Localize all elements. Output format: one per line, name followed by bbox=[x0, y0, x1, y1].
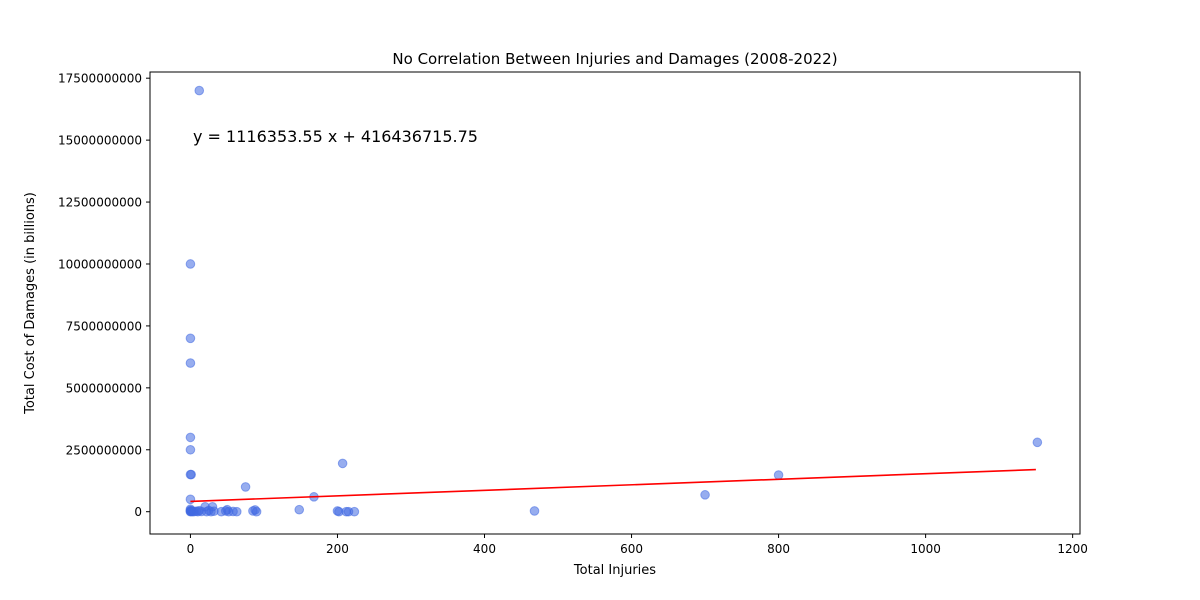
y-tick-label: 0 bbox=[134, 505, 142, 519]
x-tick-label: 1000 bbox=[910, 542, 941, 556]
data-point-46 bbox=[701, 491, 710, 500]
regression-equation: y = 1116353.55 x + 416436715.75 bbox=[193, 127, 478, 146]
data-point-45 bbox=[530, 507, 539, 516]
y-axis-label: Total Cost of Damages (in billions) bbox=[23, 192, 38, 415]
x-tick-label: 600 bbox=[620, 542, 643, 556]
data-point-48 bbox=[1033, 438, 1042, 447]
data-point-0 bbox=[195, 86, 204, 95]
x-tick-label: 400 bbox=[473, 542, 496, 556]
data-point-44 bbox=[350, 507, 359, 516]
y-axis-ticks: 0 2500000000 5000000000 7500000000 100000000… bbox=[58, 72, 150, 520]
chart-title: No Correlation Between Injuries and Dama… bbox=[392, 50, 837, 68]
regression-line bbox=[190, 470, 1035, 502]
y-tick-label: 7500000000 bbox=[66, 319, 142, 333]
y-tick-label: 12500000000 bbox=[58, 196, 142, 210]
data-point-36 bbox=[252, 507, 261, 516]
data-point-37 bbox=[295, 505, 304, 514]
data-point-1 bbox=[186, 260, 195, 269]
x-tick-label: 1200 bbox=[1057, 542, 1088, 556]
data-point-7 bbox=[187, 470, 196, 479]
data-point-33 bbox=[241, 483, 250, 492]
data-point-2 bbox=[186, 334, 195, 343]
x-tick-label: 800 bbox=[767, 542, 790, 556]
y-tick-label: 17500000000 bbox=[58, 72, 142, 86]
y-tick-label: 15000000000 bbox=[58, 134, 142, 148]
data-point-8 bbox=[186, 495, 195, 504]
y-tick-label: 5000000000 bbox=[66, 381, 142, 395]
data-point-32 bbox=[232, 507, 241, 516]
x-axis-label: Total Injuries bbox=[573, 563, 656, 578]
data-point-3 bbox=[186, 359, 195, 368]
x-tick-label: 0 bbox=[187, 542, 195, 556]
y-tick-label: 10000000000 bbox=[58, 257, 142, 271]
data-point-41 bbox=[338, 459, 347, 468]
data-point-47 bbox=[774, 471, 783, 480]
data-point-4 bbox=[186, 433, 195, 442]
x-tick-label: 200 bbox=[326, 542, 349, 556]
x-axis-ticks: 0 200 400 600 800 1000 1200 bbox=[187, 534, 1088, 556]
data-point-5 bbox=[186, 445, 195, 454]
y-tick-label: 2500000000 bbox=[66, 443, 142, 457]
